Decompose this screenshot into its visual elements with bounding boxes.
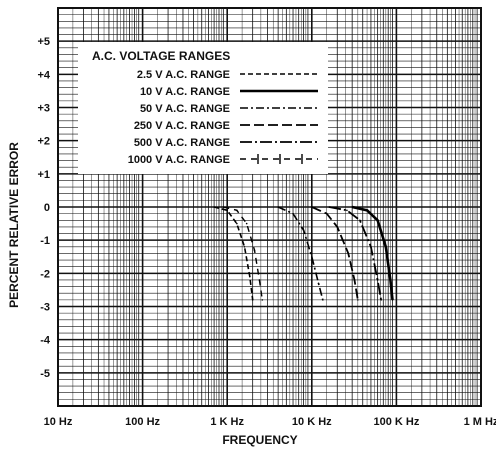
data-point <box>322 299 324 301</box>
series-layer <box>213 205 394 301</box>
data-point <box>245 222 248 225</box>
y-tick-labels: +5 +4 +3 +2 +1 0 -1 -2 -3 -4 -5 <box>37 36 50 380</box>
data-point <box>357 299 359 301</box>
data-point <box>236 222 238 225</box>
y-tick-label: -3 <box>40 302 50 314</box>
data-point <box>347 252 350 255</box>
data-point <box>389 279 392 281</box>
data-point <box>359 219 361 222</box>
x-tick-label: 1 M Hz <box>464 416 496 428</box>
data-point <box>353 279 356 281</box>
series-line-2 <box>277 206 324 301</box>
data-point <box>311 206 313 208</box>
series-line-3 <box>311 206 359 301</box>
data-point <box>243 246 246 248</box>
x-tick-label: 1 K Hz <box>210 416 244 428</box>
data-point <box>376 219 379 222</box>
data-point <box>328 206 330 208</box>
data-point <box>292 212 294 215</box>
plot-frame <box>57 7 482 407</box>
y-tick-label: +4 <box>37 69 50 81</box>
y-tick-label: 0 <box>44 202 50 214</box>
data-point <box>277 206 279 208</box>
series-line-5 <box>223 206 263 301</box>
legend-title: A.C. VOLTAGE RANGES <box>92 49 230 63</box>
data-point <box>325 212 328 215</box>
x-tick-label: 10 K Hz <box>292 416 332 428</box>
legend-label: 1000 V A.C. RANGE <box>128 154 230 166</box>
data-point <box>317 282 320 285</box>
data-point <box>311 255 313 258</box>
data-point <box>376 279 379 281</box>
legend-label: 500 V A.C. RANGE <box>134 137 230 149</box>
y-tick-label: -5 <box>40 368 50 380</box>
data-point <box>336 226 339 228</box>
legend-label: 10 V A.C. RANGE <box>140 86 230 98</box>
data-point <box>261 299 264 301</box>
data-point <box>213 206 215 208</box>
legend-box <box>78 42 328 174</box>
x-tick-label: 10 Hz <box>44 416 73 428</box>
data-point <box>366 209 368 212</box>
data-point <box>391 299 394 301</box>
data-point <box>253 249 256 251</box>
x-axis-title: FREQUENCY <box>222 433 297 447</box>
y-tick-label: -1 <box>40 235 50 247</box>
legend-label: 250 V A.C. RANGE <box>134 120 230 132</box>
x-tick-label: 100 K Hz <box>373 416 419 428</box>
x-tick-labels: 10 Hz 100 Hz 1 K Hz 10 K Hz 100 K Hz 1 M Hz <box>44 416 496 428</box>
data-point <box>226 209 228 212</box>
series-line-4 <box>328 206 382 301</box>
data-point <box>351 206 353 208</box>
data-point <box>380 299 382 301</box>
data-point <box>251 299 254 301</box>
data-point <box>346 209 348 212</box>
legend-label: 2.5 V A.C. RANGE <box>137 69 230 81</box>
data-point <box>385 246 387 248</box>
data-point <box>370 246 372 248</box>
data-point <box>236 209 238 212</box>
y-tick-label: -4 <box>40 335 51 347</box>
data-point <box>302 229 305 232</box>
series-line-1 <box>351 205 394 301</box>
data-point <box>249 275 251 278</box>
y-tick-label: +5 <box>37 36 50 48</box>
legend: A.C. VOLTAGE RANGES 2.5 V A.C. RANGE 10 V… <box>78 42 328 174</box>
legend-label: 50 V A.C. RANGE <box>140 103 230 115</box>
y-tick-label: +3 <box>37 103 50 115</box>
y-axis-title: PERCENT RELATIVE ERROR <box>7 142 21 308</box>
y-tick-label: +2 <box>37 136 50 148</box>
y-tick-label: +1 <box>37 169 50 181</box>
series-line-0 <box>213 206 254 300</box>
x-tick-label: 100 Hz <box>125 416 160 428</box>
y-tick-label: -2 <box>40 268 50 280</box>
data-point <box>258 279 261 281</box>
data-point <box>222 206 225 208</box>
